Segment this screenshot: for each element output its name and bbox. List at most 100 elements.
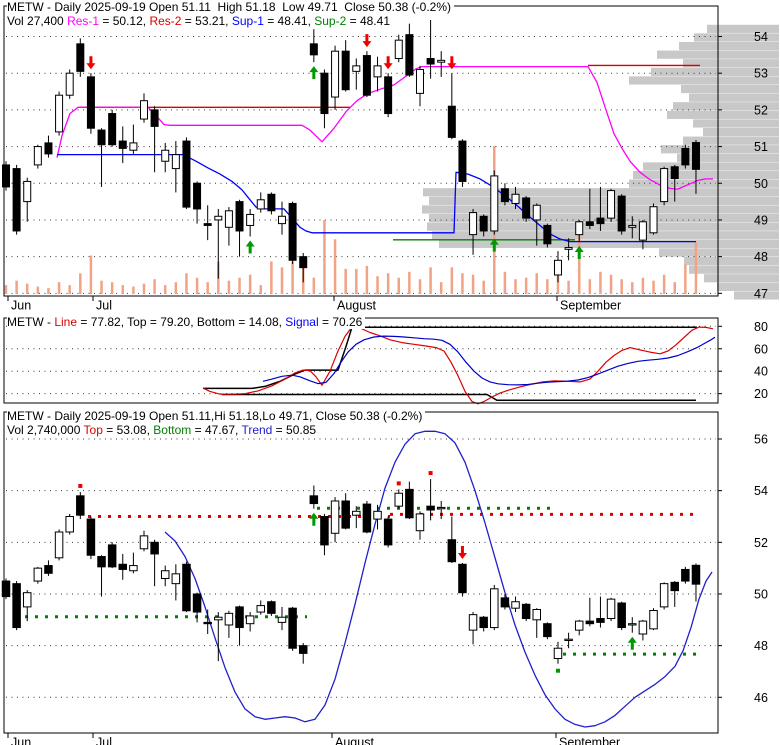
price-panel-plot[interactable]: 54 53 52 51 50 49 48 47 Jun Jul August September (2, 5, 780, 313)
candle-body (436, 506, 446, 510)
candle-body (522, 197, 531, 219)
profile-bar (684, 256, 779, 266)
volume-bar (546, 279, 549, 294)
candle-body (341, 50, 350, 91)
header-segment: = 50.12, (99, 14, 150, 28)
candle-body (65, 72, 74, 96)
candle-body (118, 563, 128, 570)
y-tick-label: 80 (754, 320, 768, 334)
candle-body (596, 618, 605, 623)
profile-bar (693, 119, 779, 128)
candle-body (320, 515, 329, 546)
header-segment: Res-1 (67, 14, 100, 28)
volume-bar (259, 285, 263, 294)
candle-body (161, 149, 170, 162)
candle-body (490, 175, 499, 232)
header-segment: = 53.21, (181, 14, 232, 28)
indicator-panel-header: METW - Line = 77.82, Top = 79.20, Bottom… (7, 315, 366, 329)
profile-bar (439, 239, 779, 248)
sell-arrow-icon (362, 34, 372, 48)
candle-body (267, 601, 276, 614)
profile-bar (679, 41, 779, 51)
candle-body (532, 608, 541, 621)
month-label: September (559, 736, 620, 745)
trend-panel-plot[interactable]: 56 54 52 50 48 46 Jun Jul August September (1, 411, 768, 745)
candle-body (245, 615, 255, 625)
profile-bar (629, 76, 779, 85)
volume-bar (206, 282, 209, 294)
candle-body (670, 166, 679, 179)
volume-bar (471, 274, 475, 294)
candle-body (543, 623, 552, 638)
candle-body (405, 34, 414, 76)
y-tick-label: 52 (754, 103, 768, 117)
volume-bar (386, 273, 390, 294)
candle-body (628, 623, 637, 626)
plot-frame (3, 317, 719, 404)
candle-body (511, 193, 520, 204)
candle-body (607, 190, 616, 219)
y-tick-label: 47 (754, 287, 768, 301)
volume-bar (694, 242, 698, 294)
volume-bar (312, 277, 316, 294)
header-segment: Sup-2 (314, 14, 347, 28)
sell-arrow-icon (457, 545, 467, 559)
profile-bar (694, 33, 779, 42)
candle-body (12, 583, 21, 629)
candle-body (638, 620, 648, 635)
candle-body (500, 188, 509, 203)
candle-body (65, 515, 74, 533)
trend-line (164, 430, 713, 728)
candles (2, 19, 700, 283)
candle-body (691, 142, 700, 170)
volume-bar (36, 286, 40, 294)
volume-bar (450, 267, 454, 294)
sell-arrow-icon (86, 56, 96, 70)
header-segment: Sup-1 (231, 14, 264, 28)
candle-body (55, 94, 64, 133)
candle-body (256, 199, 265, 210)
volume-bar (110, 282, 114, 294)
profile-bar (734, 291, 779, 300)
candle-body (521, 603, 531, 620)
buy-arrow-icon (627, 636, 637, 650)
header-segment: Vol 2,740,000 (7, 423, 84, 437)
volume-bar (79, 273, 82, 294)
volume-bar (132, 286, 135, 294)
candle-body (564, 246, 573, 250)
buy-arrow-icon (489, 238, 499, 252)
candle-body (33, 567, 43, 582)
candle-body (214, 215, 223, 221)
candle-body (150, 541, 159, 555)
candle-body (224, 612, 234, 626)
volume-bar (631, 282, 634, 294)
candle-body (447, 105, 456, 138)
header-segment: Line (54, 315, 78, 329)
volume-bar (100, 280, 103, 294)
candle-body (362, 55, 371, 96)
candle-body (681, 568, 690, 582)
profile-bar (629, 179, 779, 188)
pivot-high-dot (428, 471, 433, 476)
y-tick-label: 50 (754, 177, 768, 191)
header-segment: = 53.08, (102, 423, 154, 437)
candle-body (193, 182, 202, 210)
volume-bar (577, 234, 581, 294)
candle-body (76, 495, 85, 516)
candle-body (118, 140, 127, 149)
volume-bar (15, 280, 18, 294)
candle-body (415, 69, 424, 94)
candle-body (33, 146, 42, 166)
indicator-panel-plot[interactable]: 80 60 40 20 (3, 317, 768, 405)
candle-body (76, 43, 85, 72)
header-segment: Vol 27,400 (7, 14, 68, 28)
sell-arrow-icon (383, 56, 393, 70)
volume-bar (68, 285, 71, 294)
candle-body (23, 180, 32, 203)
volume-bar (365, 265, 369, 294)
candles (1, 479, 701, 664)
header-segment: Trend (241, 423, 273, 437)
header-segment: Res-2 (149, 14, 182, 28)
pivot-low-dot (555, 668, 560, 673)
